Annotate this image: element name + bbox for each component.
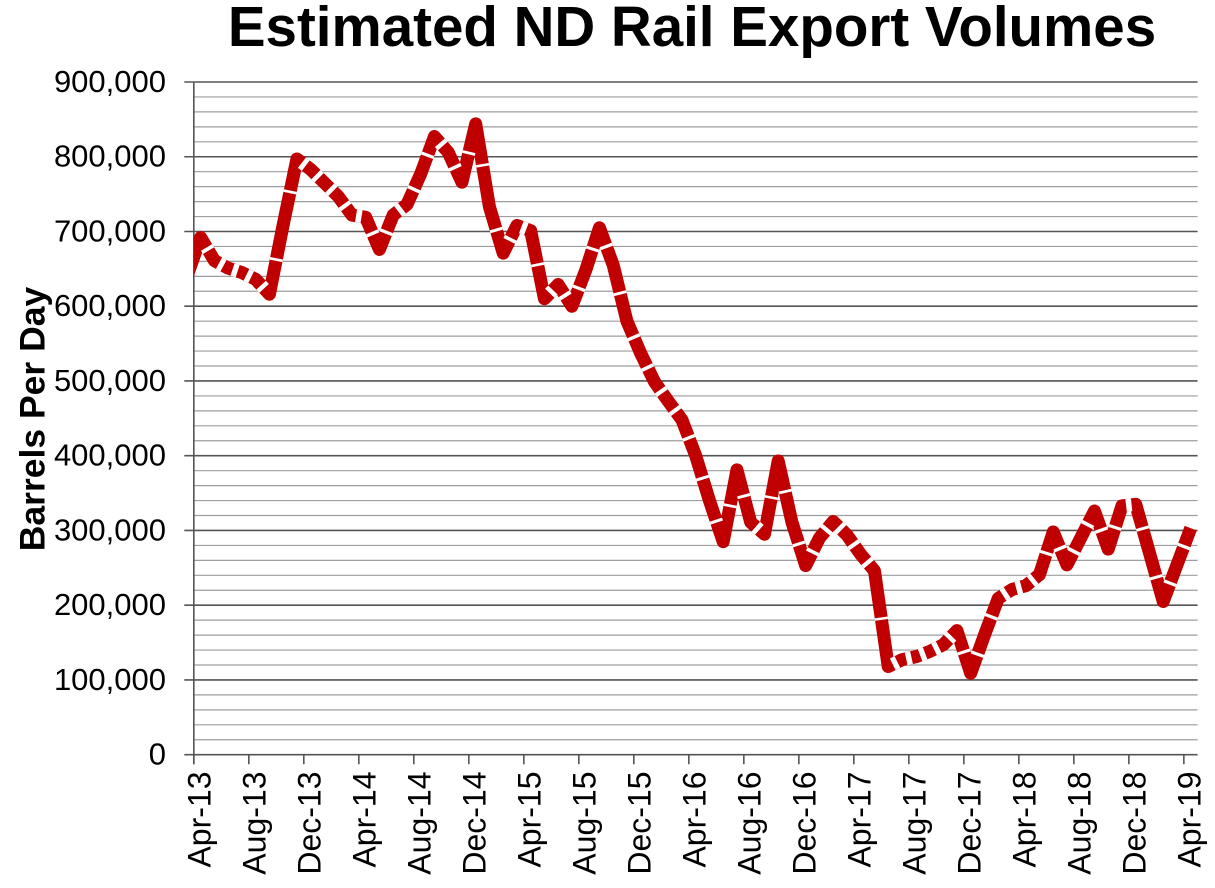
svg-text:Aug-14: Aug-14 bbox=[402, 772, 438, 875]
svg-text:Aug-16: Aug-16 bbox=[732, 772, 768, 875]
svg-text:Apr-17: Apr-17 bbox=[842, 772, 878, 868]
svg-text:Dec-17: Dec-17 bbox=[952, 772, 988, 875]
svg-text:Aug-18: Aug-18 bbox=[1062, 772, 1098, 875]
svg-text:Apr-14: Apr-14 bbox=[347, 772, 383, 868]
svg-text:Dec-18: Dec-18 bbox=[1117, 772, 1153, 875]
svg-text:Estimated ND Rail Export Volum: Estimated ND Rail Export Volumes bbox=[228, 0, 1156, 58]
svg-text:Apr-13: Apr-13 bbox=[182, 772, 218, 868]
svg-text:600,000: 600,000 bbox=[54, 288, 166, 323]
svg-text:300,000: 300,000 bbox=[54, 513, 166, 548]
svg-text:200,000: 200,000 bbox=[54, 587, 166, 622]
svg-text:700,000: 700,000 bbox=[54, 214, 166, 249]
svg-text:Aug-15: Aug-15 bbox=[567, 772, 603, 875]
svg-text:Dec-14: Dec-14 bbox=[457, 772, 493, 875]
svg-text:Apr-19: Apr-19 bbox=[1172, 772, 1208, 868]
svg-text:100,000: 100,000 bbox=[54, 662, 166, 697]
svg-text:Apr-18: Apr-18 bbox=[1007, 772, 1043, 868]
svg-text:Dec-15: Dec-15 bbox=[622, 772, 658, 875]
svg-text:500,000: 500,000 bbox=[54, 363, 166, 398]
svg-text:400,000: 400,000 bbox=[54, 438, 166, 473]
svg-text:Apr-16: Apr-16 bbox=[677, 772, 713, 868]
svg-text:Apr-15: Apr-15 bbox=[512, 772, 548, 868]
svg-text:Dec-16: Dec-16 bbox=[787, 772, 823, 875]
svg-text:Dec-13: Dec-13 bbox=[292, 772, 328, 875]
svg-text:Aug-13: Aug-13 bbox=[237, 772, 273, 875]
svg-text:900,000: 900,000 bbox=[54, 64, 166, 99]
svg-text:Aug-17: Aug-17 bbox=[897, 772, 933, 875]
svg-text:0: 0 bbox=[149, 737, 166, 772]
svg-text:Barrels Per Day: Barrels Per Day bbox=[13, 287, 53, 552]
svg-text:800,000: 800,000 bbox=[54, 139, 166, 174]
